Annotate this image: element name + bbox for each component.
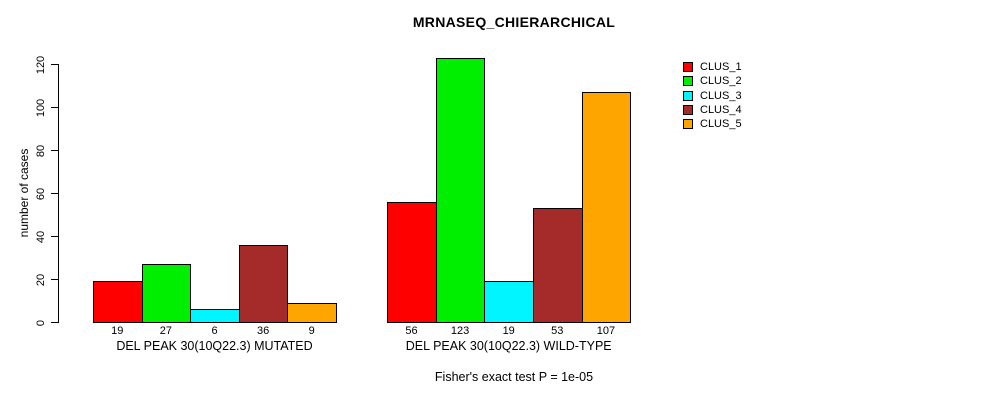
bar: [581, 91, 632, 323]
y-tick: [51, 322, 58, 323]
x-group-label: DEL PEAK 30(10Q22.3) WILD-TYPE: [405, 339, 612, 353]
legend-swatch-icon: [683, 119, 693, 130]
footnote: Fisher's exact test P = 1e-05: [434, 370, 594, 384]
bar-value-label: 27: [159, 325, 173, 337]
bar: [387, 201, 437, 323]
y-tick-label: 120: [35, 55, 47, 74]
legend-label: CLUS_4: [700, 104, 742, 117]
bar: [93, 281, 143, 323]
bar-value-label: 19: [502, 325, 515, 337]
legend-swatch-icon: [683, 105, 693, 116]
legend: CLUS_1 CLUS_2 CLUS_3 CLUS_4 CLUS_5: [683, 60, 742, 131]
y-tick: [51, 64, 58, 65]
legend-item: CLUS_1: [683, 60, 742, 74]
y-tick-label: 100: [35, 98, 47, 117]
bar: [287, 302, 337, 323]
bar-value-label: 9: [308, 325, 315, 337]
bar-value-label: 53: [551, 325, 564, 337]
y-tick-label: 0: [35, 319, 47, 326]
bar-value-label: 6: [211, 325, 218, 337]
y-tick: [51, 193, 58, 194]
legend-item: CLUS_5: [683, 117, 742, 131]
legend-label: CLUS_5: [700, 118, 742, 131]
y-axis-line: [58, 64, 59, 323]
y-axis-title: number of cases: [17, 148, 31, 238]
legend-item: CLUS_2: [683, 74, 742, 88]
y-tick-label: 40: [35, 230, 47, 243]
bar: [484, 281, 534, 323]
y-tick-label: 80: [35, 144, 47, 157]
y-tick: [51, 279, 58, 280]
bar: [238, 244, 289, 323]
bar: [435, 57, 486, 323]
legend-swatch-icon: [683, 90, 693, 101]
bar: [533, 208, 583, 323]
y-tick-label: 20: [35, 273, 47, 286]
bar-value-label: 19: [111, 325, 124, 337]
chart-title: MRNASEQ_CHIERARCHICAL: [412, 14, 616, 30]
y-tick: [51, 107, 58, 108]
legend-item: CLUS_4: [683, 103, 742, 117]
bar: [190, 309, 240, 323]
bar-value-label: 123: [450, 325, 470, 337]
bar-value-label: 36: [256, 325, 270, 337]
x-group-label: DEL PEAK 30(10Q22.3) MUTATED: [116, 339, 313, 353]
legend-item: CLUS_3: [683, 89, 742, 103]
legend-swatch-icon: [683, 76, 693, 87]
y-tick-label: 60: [35, 187, 47, 200]
bar-value-label: 107: [596, 325, 616, 337]
legend-swatch-icon: [683, 62, 693, 73]
legend-label: CLUS_1: [700, 61, 742, 74]
legend-label: CLUS_2: [700, 75, 742, 88]
y-tick: [51, 236, 58, 237]
legend-label: CLUS_3: [700, 89, 742, 102]
bar: [141, 263, 192, 323]
y-tick: [51, 150, 58, 151]
bar-value-label: 56: [405, 325, 418, 337]
